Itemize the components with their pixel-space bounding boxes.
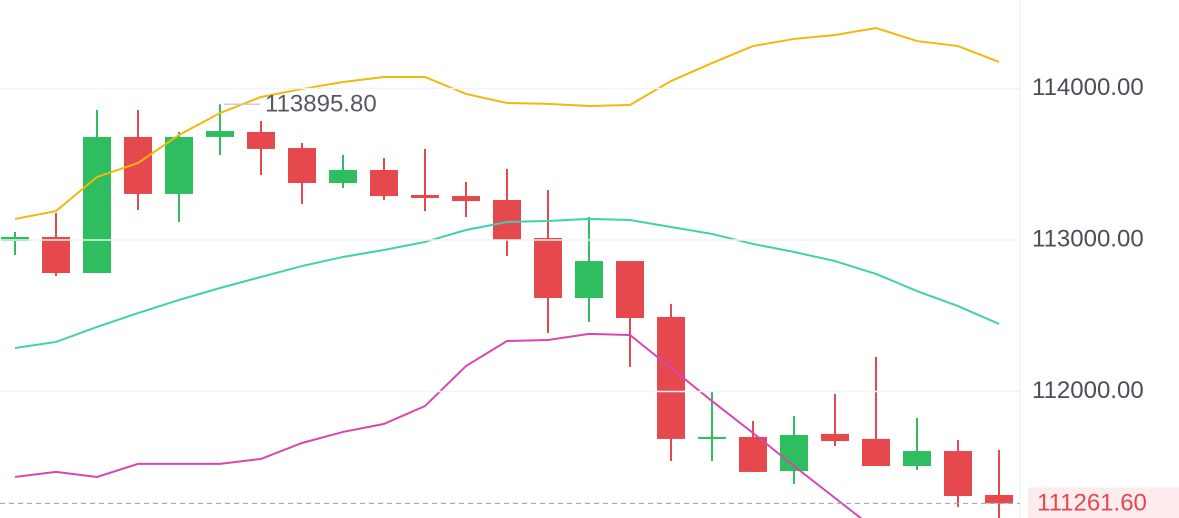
candle-body — [821, 433, 849, 442]
max-label: 113895.80 — [265, 91, 377, 118]
candle-body — [903, 451, 931, 467]
last-price-box — [1028, 487, 1179, 518]
indicator-line — [14, 217, 1000, 349]
y-tick-label: 112000.00 — [1032, 377, 1144, 404]
y-tick-label: 114000.00 — [1032, 74, 1144, 101]
candle-body — [575, 261, 603, 299]
candle-body — [534, 238, 562, 299]
candle-body — [42, 236, 70, 274]
plot-area — [1, 27, 1013, 518]
candle-body — [985, 494, 1013, 504]
candle-body — [206, 131, 234, 137]
candle-body — [411, 194, 439, 199]
candle-body — [862, 438, 890, 467]
candle-body — [288, 148, 316, 184]
candle-body — [247, 131, 275, 149]
candle-body — [698, 436, 726, 439]
y-tick-label: 113000.00 — [1032, 225, 1144, 252]
candle-body — [83, 136, 111, 274]
candle-body — [1, 236, 29, 242]
last-price-label: 111261.60 — [1037, 490, 1147, 517]
candle-body — [739, 436, 767, 472]
candle-body — [165, 136, 193, 194]
candle-body — [944, 451, 972, 497]
candle-body — [329, 169, 357, 184]
indicator-line — [14, 27, 1000, 220]
candle-body — [452, 196, 480, 202]
candle-body — [493, 199, 521, 240]
indicator-line — [14, 332, 863, 518]
candle-body — [616, 261, 644, 319]
candle-body — [657, 316, 685, 439]
candle-body — [370, 169, 398, 197]
